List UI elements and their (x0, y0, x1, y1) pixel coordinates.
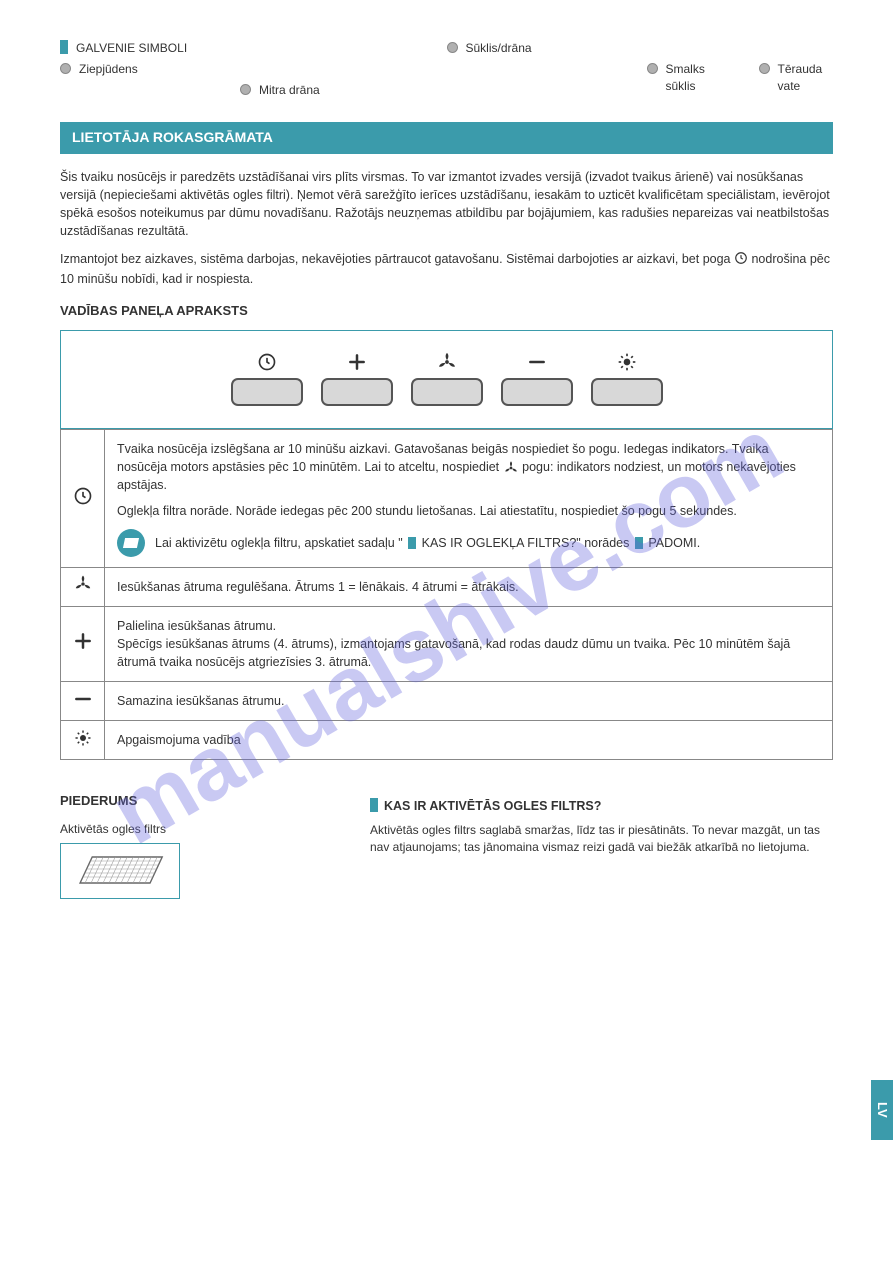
top-symbols-row: GALVENIE SIMBOLI Ziepjūdens Mitra drāna … (60, 40, 833, 102)
accessory-right-title-row: KAS IR AKTIVĒTĀS OGLES FILTRS? (370, 798, 833, 816)
panel-btn-clock (231, 351, 303, 406)
light-icon (617, 351, 637, 373)
intro-p2: Izmantojot bez aizkaves, sistēma darboja… (60, 250, 833, 287)
top-left-item-2-label: Mitra drāna (259, 82, 320, 99)
intro-block: Šis tvaiku nosūcējs ir paredzēts uzstādī… (60, 168, 833, 288)
key-shape (501, 378, 573, 406)
section-title-bar: LIETOTĀJA ROKASGRĀMATA (60, 122, 833, 154)
function-table: Tvaika nosūcēja izslēgšana ar 10 minūšu … (60, 429, 833, 760)
row-clock-p2: Oglekļa filtra norāde. Norāde iedegas pē… (117, 502, 820, 520)
row-clock-icon-cell (61, 430, 105, 568)
accessory-row: PIEDERUMS Aktivētās ogles filtrs KAS IR … (60, 778, 833, 899)
marker-bar-icon (60, 40, 68, 54)
panel-btn-light (591, 351, 663, 406)
panel-heading: VADĪBAS PANEĻA APRAKSTS (60, 302, 833, 320)
note-prefix: Lai aktivizētu oglekļa filtru, apskatiet… (155, 536, 403, 550)
marker-heading-label: GALVENIE SIMBOLI (76, 40, 187, 57)
top-right-item-2-label: Smalks sūklis (666, 61, 723, 95)
row-plus-icon-cell (61, 606, 105, 681)
plus-icon (73, 631, 93, 651)
minus-icon (527, 351, 547, 373)
row-plus-text: Palielina iesūkšanas ātrumu. Spēcīgs ies… (105, 606, 833, 681)
row-fan-text: Iesūkšanas ātruma regulēšana. Ātrums 1 =… (105, 567, 833, 606)
row-fan-icon-cell (61, 567, 105, 606)
row-light-icon-cell (61, 721, 105, 760)
key-shape (321, 378, 393, 406)
row-plus: Palielina iesūkšanas ātrumu. Spēcīgs ies… (61, 606, 833, 681)
marker-bar-icon (370, 798, 378, 812)
fan-icon (73, 574, 93, 594)
top-right-item-1: Sūklis/drāna (447, 40, 834, 57)
fan-icon (503, 460, 522, 474)
top-right-item-3-label: Tērauda vate (778, 61, 833, 95)
row-clock: Tvaika nosūcēja izslēgšana ar 10 minūšu … (61, 430, 833, 568)
row-minus-text: Samazina iesūkšanas ātrumu. (105, 682, 833, 721)
row-clock-text: Tvaika nosūcēja izslēgšana ar 10 minūšu … (105, 430, 833, 568)
marker-heading: GALVENIE SIMBOLI (60, 40, 447, 57)
fan-icon (436, 351, 458, 373)
top-right-item-1-label: Sūklis/drāna (466, 40, 532, 57)
row-plus-l1: Palielina iesūkšanas ātrumu. (117, 617, 820, 635)
note-badge-icon (117, 529, 145, 557)
plus-icon (347, 351, 367, 373)
accessory-right-title: KAS IR AKTIVĒTĀS OGLES FILTRS? (384, 798, 601, 816)
accessory-item-label: Aktivētās ogles filtrs (60, 821, 340, 838)
panel-btn-minus (501, 351, 573, 406)
control-panel-diagram (60, 330, 833, 429)
note-suffix: PADOMI. (648, 536, 700, 550)
intro-p2-prefix: Izmantojot bez aizkaves, sistēma darboja… (60, 252, 731, 266)
clock-icon (734, 251, 748, 270)
top-left-item-2: Mitra drāna (240, 82, 447, 99)
key-shape (411, 378, 483, 406)
top-right-col: Sūklis/drāna Smalks sūklis Tērauda vate (447, 40, 834, 102)
marker-bar-icon (408, 537, 416, 549)
note-mid: KAS IR OGLEKĻA FILTRS?" norādes (422, 536, 630, 550)
row-light-text: Apgaismojuma vadība (105, 721, 833, 760)
top-left-item-1-label: Ziepjūdens (79, 61, 138, 78)
clock-icon (257, 351, 277, 373)
clock-icon (73, 486, 93, 506)
dot-icon (759, 63, 770, 74)
row-clock-p1: Tvaika nosūcēja izslēgšana ar 10 minūšu … (117, 440, 820, 494)
minus-icon (73, 689, 93, 709)
marker-bar-icon (635, 537, 643, 549)
key-shape (231, 378, 303, 406)
panel-btn-plus (321, 351, 393, 406)
row-minus: Samazina iesūkšanas ātrumu. (61, 682, 833, 721)
top-right-item-2-3: Smalks sūklis Tērauda vate (647, 61, 834, 95)
intro-p1: Šis tvaiku nosūcējs ir paredzēts uzstādī… (60, 168, 833, 241)
dot-icon (60, 63, 71, 74)
accessory-left: PIEDERUMS Aktivētās ogles filtrs (60, 778, 340, 899)
row-clock-note-text: Lai aktivizētu oglekļa filtru, apskatiet… (155, 534, 700, 552)
row-fan: Iesūkšanas ātruma regulēšana. Ātrums 1 =… (61, 567, 833, 606)
accessory-title: PIEDERUMS (60, 792, 340, 810)
dot-icon (647, 63, 658, 74)
dot-icon (447, 42, 458, 53)
dot-icon (240, 84, 251, 95)
row-plus-l2: Spēcīgs iesūkšanas ātrums (4. ātrums), i… (117, 635, 820, 671)
top-left-item-1: Ziepjūdens (60, 61, 447, 78)
top-left-col: GALVENIE SIMBOLI Ziepjūdens Mitra drāna (60, 40, 447, 102)
row-minus-icon-cell (61, 682, 105, 721)
language-tab: LV (871, 1080, 893, 1140)
panel-btn-fan (411, 351, 483, 406)
accessory-right: KAS IR AKTIVĒTĀS OGLES FILTRS? Aktivētās… (370, 778, 833, 899)
accessory-right-text: Aktivētās ogles filtrs saglabā smaržas, … (370, 822, 833, 856)
filter-illustration (60, 843, 180, 899)
key-shape (591, 378, 663, 406)
row-light: Apgaismojuma vadība (61, 721, 833, 760)
light-icon (74, 729, 92, 747)
row-clock-note: Lai aktivizētu oglekļa filtru, apskatiet… (117, 529, 820, 557)
